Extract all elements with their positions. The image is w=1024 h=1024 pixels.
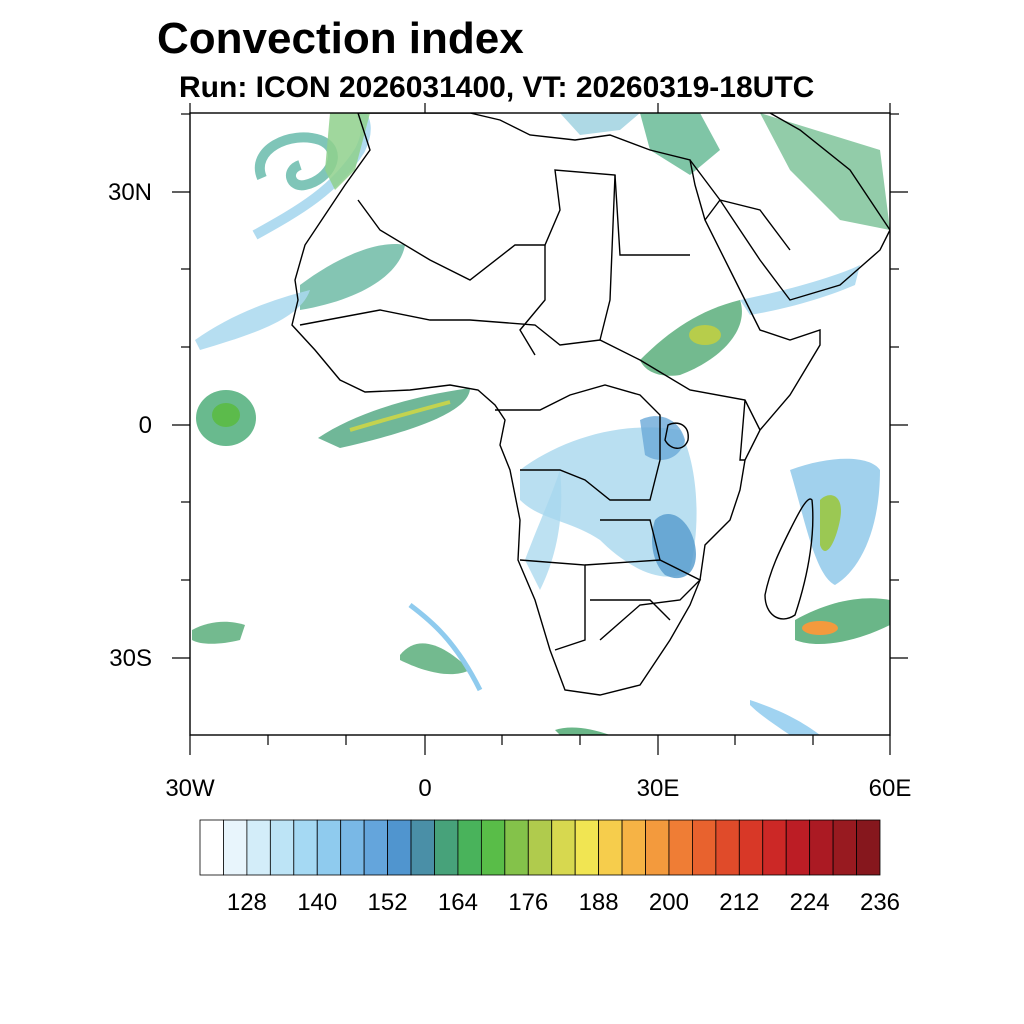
colorbar-box (715, 819, 740, 876)
colorbar-box (598, 819, 623, 876)
colorbar-box (668, 819, 693, 876)
colorbar-box (809, 819, 834, 876)
colorbar-box (832, 819, 857, 876)
convection-patch (400, 643, 470, 675)
lon-ticks (189, 103, 891, 755)
lon-label-30w: 30W (165, 775, 215, 802)
colorbar-box (738, 819, 764, 876)
lon-label-30e: 30E (636, 775, 680, 802)
colorbar-box (692, 819, 717, 876)
colorbar-box (574, 819, 600, 876)
colorbar-box (199, 819, 224, 876)
colorbar-box (785, 819, 811, 876)
colorbar-label: 236 (859, 889, 901, 916)
convection-patch (750, 700, 820, 735)
country-borders (599, 174, 616, 341)
colorbar-box (434, 819, 459, 876)
lat-label-0: 0 (138, 412, 152, 439)
chart-subtitle: Run: ICON 2026031400, VT: 20260319-18UTC (179, 71, 815, 104)
colorbar-label: 140 (297, 889, 338, 916)
colorbar-label: 164 (437, 889, 478, 916)
country-borders (519, 245, 546, 356)
country-borders (704, 199, 791, 251)
convection-patch (560, 113, 640, 135)
colorbar-label: 200 (648, 889, 689, 916)
convection-patch (300, 244, 405, 310)
convection-patch (802, 621, 838, 635)
colorbar-box (762, 819, 787, 876)
convection-patch (555, 727, 610, 735)
convection-patch (740, 265, 860, 315)
convection-patch (408, 603, 483, 692)
colorbar-box (504, 819, 529, 876)
madagascar-coastline (764, 498, 814, 620)
convection-patch (212, 403, 240, 427)
convection-patch (640, 113, 720, 175)
lat-ticks (172, 113, 908, 659)
country-borders (495, 384, 661, 501)
colorbar-label: 224 (789, 889, 830, 916)
colorbar-box (480, 819, 506, 876)
colorbar-box (621, 819, 646, 876)
colorbar-label: 176 (508, 889, 549, 916)
convection-patch (325, 113, 370, 190)
colorbar-box (457, 819, 482, 876)
country-borders (739, 399, 746, 461)
colorbar-box (551, 819, 576, 876)
convection-patch (689, 325, 721, 345)
chart-title: Convection index (157, 14, 524, 63)
convection-patch (349, 400, 451, 432)
colorbar-label: 128 (226, 889, 267, 916)
colorbar-box (387, 819, 412, 876)
country-borders (584, 559, 702, 641)
colorbar-box (340, 819, 365, 876)
country-borders (519, 559, 586, 651)
lon-label-60e: 60E (868, 775, 912, 802)
convection-field (192, 113, 890, 735)
colorbar-label: 188 (578, 889, 619, 916)
colorbar-label: 212 (719, 889, 760, 916)
colorbar-box (527, 819, 553, 876)
lat-label-30n: 30N (107, 179, 152, 206)
coastlines (291, 113, 890, 696)
convection-patch (760, 113, 890, 230)
colorbar-box (316, 819, 342, 876)
convection-patch (192, 621, 245, 644)
country-borders (600, 519, 661, 561)
africa-coastline (291, 113, 821, 696)
arabia-coastline (689, 113, 890, 301)
country-borders (299, 309, 761, 431)
plot-frame (189, 112, 891, 736)
colorbar-box (363, 819, 388, 876)
colorbar-box (410, 819, 435, 876)
colorbar-box (645, 819, 670, 876)
lon-label-0: 0 (418, 775, 432, 802)
colorbar-box (269, 819, 295, 876)
colorbar-label: 152 (367, 889, 408, 916)
colorbar-box (223, 819, 248, 876)
convection-patch (820, 495, 841, 551)
lat-label-30s: 30S (109, 645, 152, 672)
country-borders (590, 599, 671, 621)
colorbar-box (246, 819, 271, 876)
convection-patch (195, 290, 310, 350)
lake (664, 422, 689, 449)
convection-patch (640, 416, 685, 460)
convection-patch (525, 470, 562, 590)
colorbar-box (293, 819, 318, 876)
colorbar-box (856, 819, 881, 876)
